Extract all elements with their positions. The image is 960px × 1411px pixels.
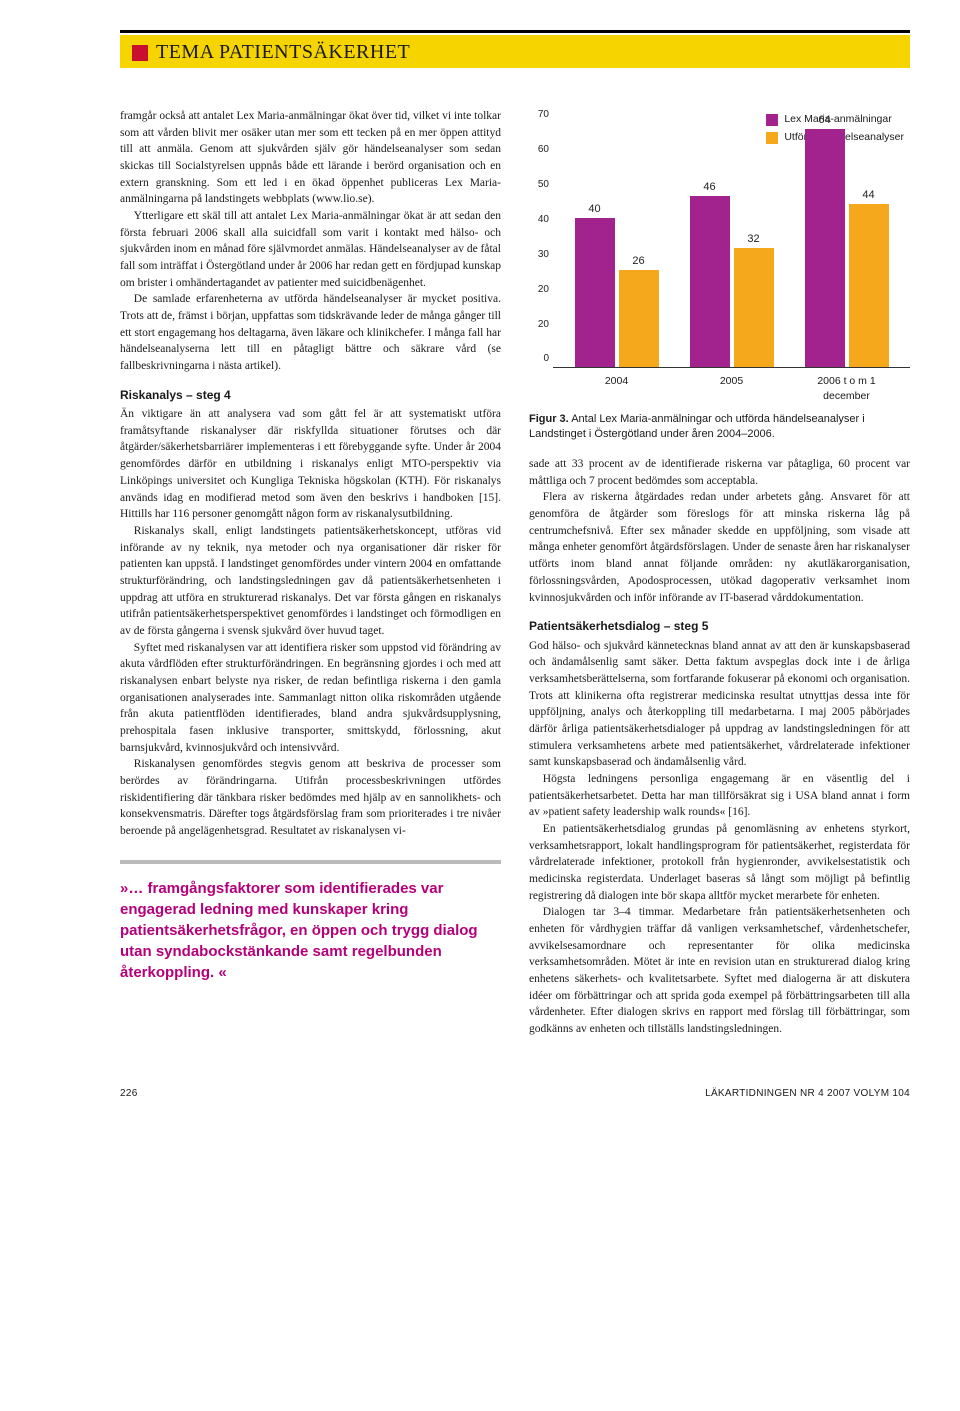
chart-group: 4632 <box>683 196 780 367</box>
chart-bar: 40 <box>575 218 615 367</box>
chart-y-tick: 30 <box>529 248 549 263</box>
chart-caption-label: Figur 3. <box>529 413 569 425</box>
page-number: 226 <box>120 1088 138 1099</box>
chart-y-axis-labels: 70 60 50 40 30 20 20 0 <box>529 108 549 367</box>
journal-ref: LÄKARTIDNINGEN NR 4 2007 VOLYM 104 <box>705 1088 910 1099</box>
chart-bar-value-label: 26 <box>619 254 659 270</box>
header-accent-square <box>132 45 148 61</box>
chart-bar: 32 <box>734 248 774 367</box>
chart-x-tick: 2005 <box>683 374 780 404</box>
header-band: TEMA PATIENTSÄKERHET <box>120 35 910 68</box>
chart-bars: 402646326444 <box>553 108 910 367</box>
chart-caption: Figur 3. Antal Lex Maria-anmälningar och… <box>529 412 910 442</box>
figure-3-chart: Lex Maria-anmälningar Utförda händelsean… <box>529 108 910 442</box>
chart-bar-value-label: 46 <box>690 180 730 196</box>
chart-bar: 46 <box>690 196 730 367</box>
chart-group: 6444 <box>798 129 895 367</box>
body-paragraph: Riskanalysen genomfördes stegvis genom a… <box>120 756 501 839</box>
body-paragraph: God hälso- och sjukvård kännetecknas bla… <box>529 638 910 771</box>
body-paragraph: Än viktigare än att analysera vad som gå… <box>120 406 501 523</box>
section-heading-riskanalys: Riskanalys – steg 4 <box>120 387 501 404</box>
body-paragraph: Flera av riskerna åtgärdades redan under… <box>529 489 910 606</box>
chart-bar-value-label: 40 <box>575 202 615 218</box>
chart-bar-value-label: 44 <box>849 188 889 204</box>
chart-y-tick: 20 <box>529 283 549 298</box>
chart-bar-value-label: 64 <box>805 113 845 129</box>
chart-bar: 64 <box>805 129 845 367</box>
chart-x-tick: 2006 t o m 1 december <box>798 374 895 404</box>
chart-bar: 26 <box>619 270 659 367</box>
body-paragraph: En patientsäkerhetsdialog grundas på gen… <box>529 821 910 904</box>
chart-y-tick: 50 <box>529 178 549 193</box>
section-heading-dialog: Patientsäkerhetsdialog – steg 5 <box>529 618 910 635</box>
page-footer: 226 LÄKARTIDNINGEN NR 4 2007 VOLYM 104 <box>120 1088 910 1099</box>
pull-quote: »… framgångsfaktorer som identifierades … <box>120 860 501 983</box>
chart-y-tick: 40 <box>529 213 549 228</box>
top-rule <box>120 30 910 33</box>
body-paragraph: Syftet med riskanalysen var att identifi… <box>120 640 501 757</box>
body-paragraph: Dialogen tar 3–4 timmar. Medarbetare frå… <box>529 904 910 1037</box>
column-left: framgår också att antalet Lex Maria-anmä… <box>120 108 501 1038</box>
chart-group: 4026 <box>568 218 665 367</box>
body-paragraph: Högsta ledningens personliga engagemang … <box>529 771 910 821</box>
chart-bar: 44 <box>849 204 889 367</box>
chart-caption-text: Antal Lex Maria-anmälningar och utförda … <box>529 413 865 440</box>
body-paragraph: sade att 33 procent av de identifierade … <box>529 456 910 489</box>
body-paragraph: Riskanalys skall, enligt landstingets pa… <box>120 523 501 640</box>
body-paragraph: Ytterligare ett skäl till att antalet Le… <box>120 208 501 291</box>
body-paragraph: framgår också att antalet Lex Maria-anmä… <box>120 108 501 208</box>
chart-y-tick: 60 <box>529 143 549 158</box>
chart-y-tick: 20 <box>529 318 549 333</box>
chart-x-tick: 2004 <box>568 374 665 404</box>
page-section-title: TEMA PATIENTSÄKERHET <box>156 41 410 64</box>
column-right: Lex Maria-anmälningar Utförda händelsean… <box>529 108 910 1038</box>
body-paragraph: De samlade erfarenheterna av utförda hän… <box>120 291 501 374</box>
chart-y-tick: 0 <box>529 352 549 367</box>
chart-x-axis-labels: 2004 2005 2006 t o m 1 december <box>553 368 910 404</box>
chart-bar-value-label: 32 <box>734 232 774 248</box>
chart-y-tick: 70 <box>529 108 549 123</box>
